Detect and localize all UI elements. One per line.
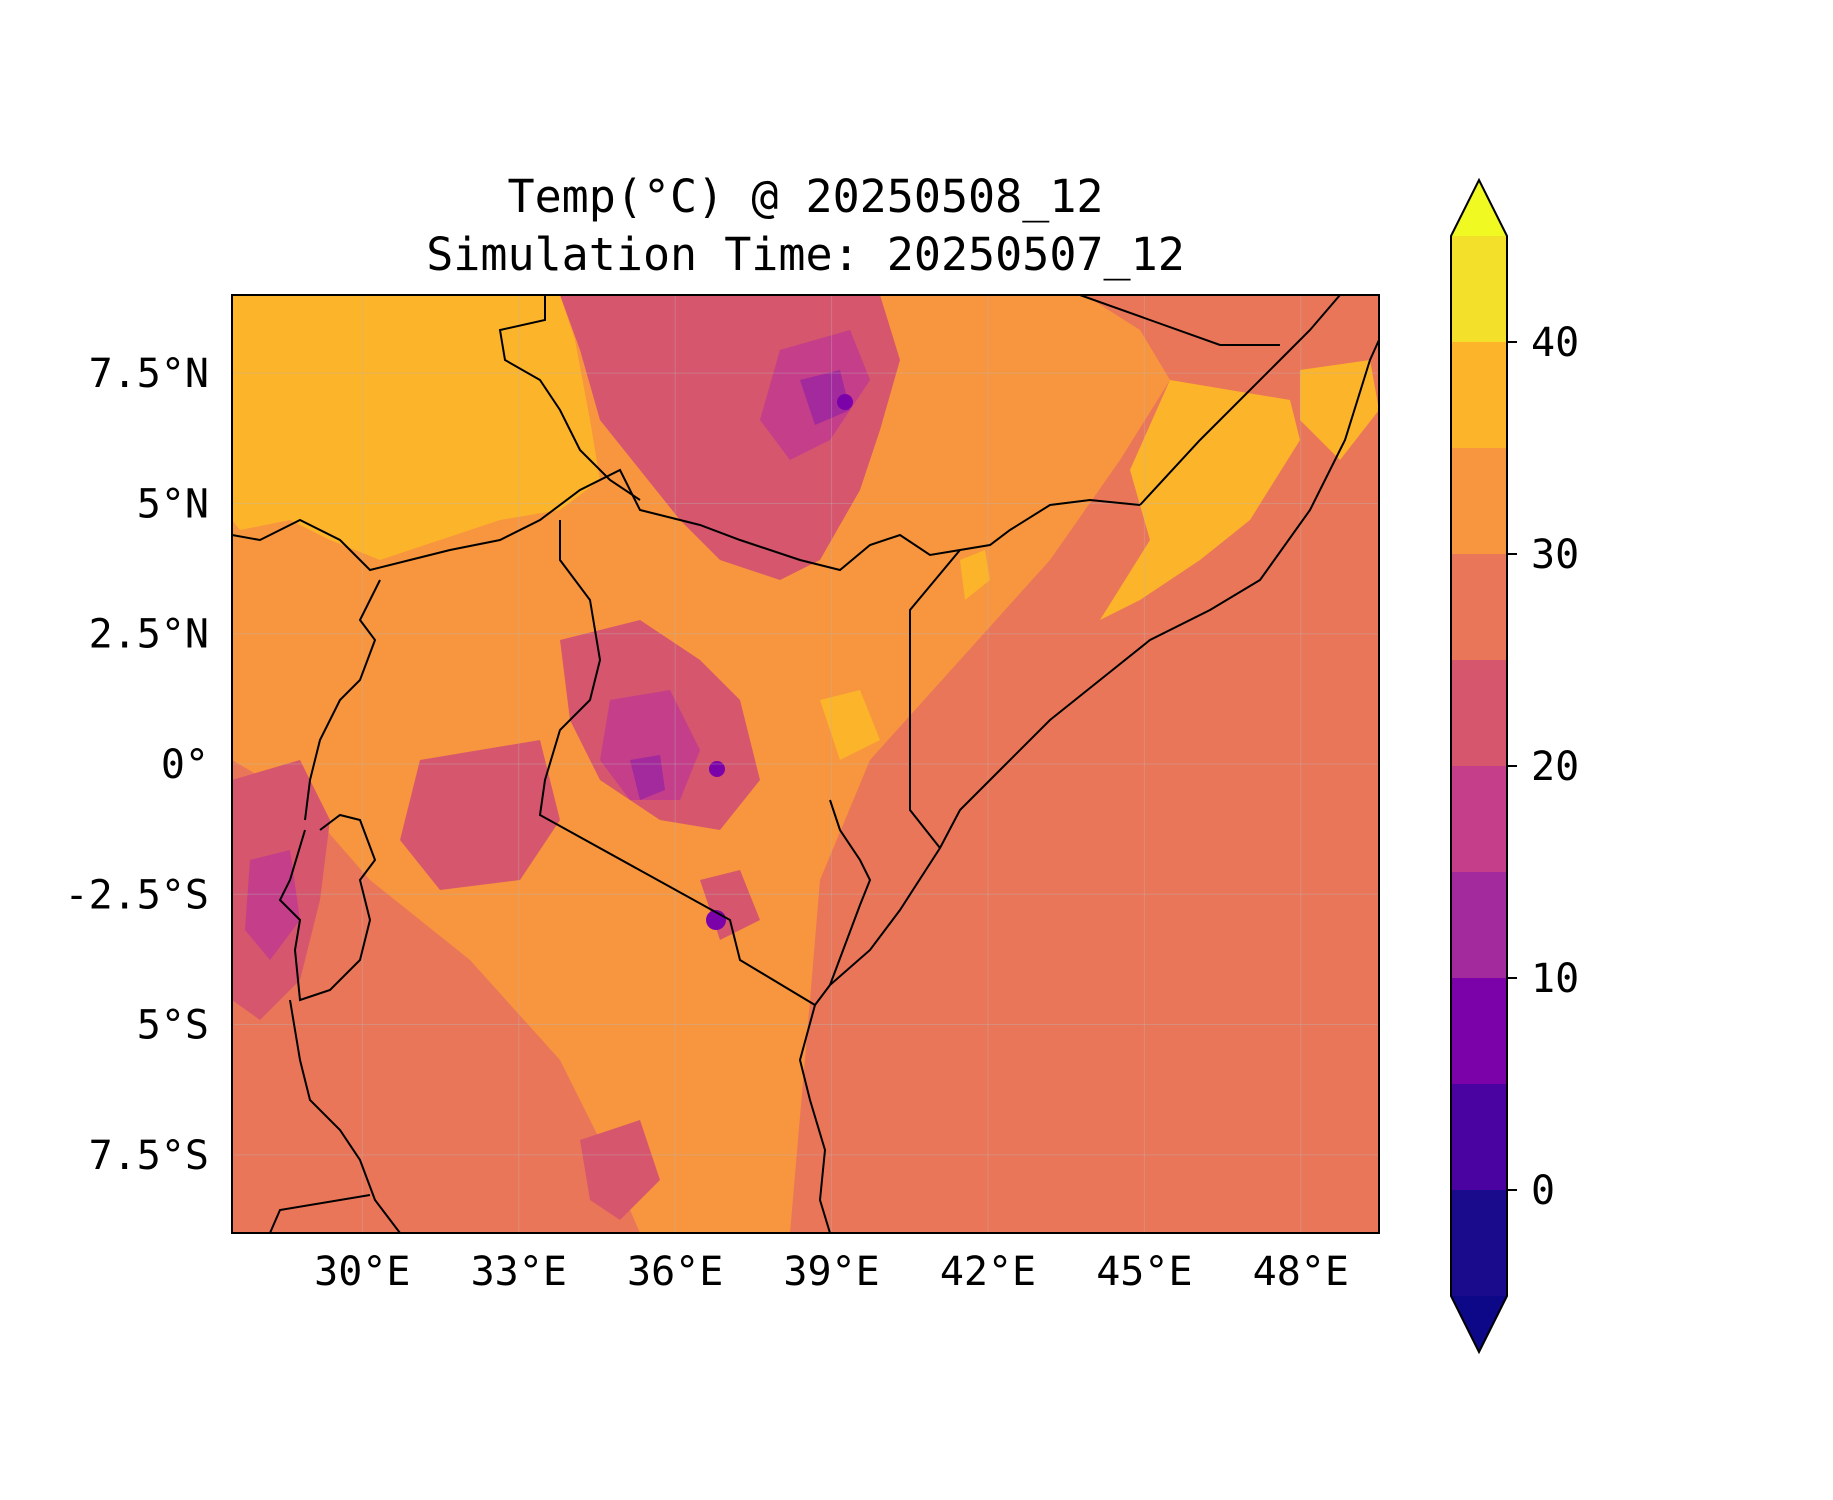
y-tick-label: 0° (161, 742, 209, 788)
colorbar-segment (1451, 554, 1507, 660)
ethiopia-sudan-border (498, 295, 641, 501)
rwanda-burundi-border (278, 813, 377, 1002)
cold-spot-mt-kenya (709, 761, 725, 777)
kenya-border (538, 520, 831, 1007)
kenya-somalia-border (909, 549, 961, 849)
map-subtitle: Simulation Time: 20250507_12 (426, 228, 1185, 281)
colorbar-segment (1451, 660, 1507, 766)
x-tick-label: 45°E (1096, 1249, 1192, 1295)
temp-band-35-40-horn (1300, 360, 1379, 460)
y-tick-label: -2.5°S (65, 872, 210, 918)
colorbar-tick-label: 20 (1531, 744, 1579, 790)
colorbar-segment (1451, 872, 1507, 978)
y-tick-label: 5°N (137, 481, 209, 527)
somalia-ethiopia-border (1139, 295, 1341, 506)
tanzania-zambia-border (269, 1194, 371, 1233)
map-frame (231, 294, 1380, 1234)
x-tick-label: 33°E (471, 1249, 567, 1295)
colorbar-segment (1451, 1084, 1507, 1190)
x-tick-label: 39°E (783, 1249, 879, 1295)
y-tick-label: 5°S (137, 1003, 209, 1049)
south-sudan-border (232, 468, 1141, 572)
temp-band-20-25-lake (400, 740, 560, 890)
coastline (829, 339, 1379, 986)
map-gridlines (232, 295, 1379, 1233)
colorbar-segment (1451, 448, 1507, 554)
colorbar-extend-min (1451, 1296, 1507, 1352)
tanzania-coast (829, 799, 872, 986)
map-area (232, 295, 1379, 1233)
x-tick-label: 30°E (314, 1249, 410, 1295)
temp-band-35-40-somalia (1100, 380, 1300, 620)
colorbar-segment (1451, 342, 1507, 448)
temp-band-15-20-rift (245, 850, 300, 960)
colorbar: 0 10 20 30 40 (1450, 177, 1579, 1355)
colorbar-segment (1451, 766, 1507, 872)
latitude-axis: 7.5°N 5°N 2.5°N 0° -2.5°S 5°S 7.5°S (65, 351, 210, 1179)
temp-band-10-15-kenya (630, 755, 665, 800)
colorbar-extend-max (1451, 180, 1507, 236)
cold-spot-bale (837, 394, 853, 410)
colorbar-segment (1451, 978, 1507, 1084)
temp-band-35-40-patch2 (820, 690, 880, 760)
map-title: Temp(°C) @ 20250508_12 (507, 170, 1104, 223)
colorbar-outline (1450, 177, 1508, 1355)
y-tick-label: 7.5°S (89, 1133, 209, 1179)
temp-band-35-40-patch (960, 550, 990, 600)
country-borders (232, 295, 1379, 1233)
temp-band-15-20-kenya (600, 690, 700, 800)
uganda-drc-border (304, 579, 381, 821)
colorbar-tick-label: 30 (1531, 532, 1579, 578)
tanzania-drc-border (289, 999, 401, 1233)
colorbar-tick-label: 10 (1531, 956, 1579, 1002)
temp-band-10-15-ethiopia (800, 370, 850, 425)
colorbar-tick-label: 40 (1531, 320, 1579, 366)
y-tick-label: 7.5°N (89, 351, 209, 397)
longitude-axis: 30°E 33°E 36°E 39°E 42°E 45°E 48°E (314, 1249, 1349, 1295)
x-tick-label: 48°E (1253, 1249, 1349, 1295)
colorbar-tick-label: 0 (1531, 1168, 1555, 1214)
x-tick-label: 36°E (627, 1249, 723, 1295)
temp-band-20-25-south (580, 1120, 660, 1220)
somaliland-border (1079, 295, 1280, 346)
colorbar-segment (1451, 1190, 1507, 1296)
x-tick-label: 42°E (940, 1249, 1036, 1295)
colorbar-segment (1451, 236, 1507, 342)
coast-south (798, 1004, 831, 1233)
y-tick-label: 2.5°N (89, 612, 209, 658)
